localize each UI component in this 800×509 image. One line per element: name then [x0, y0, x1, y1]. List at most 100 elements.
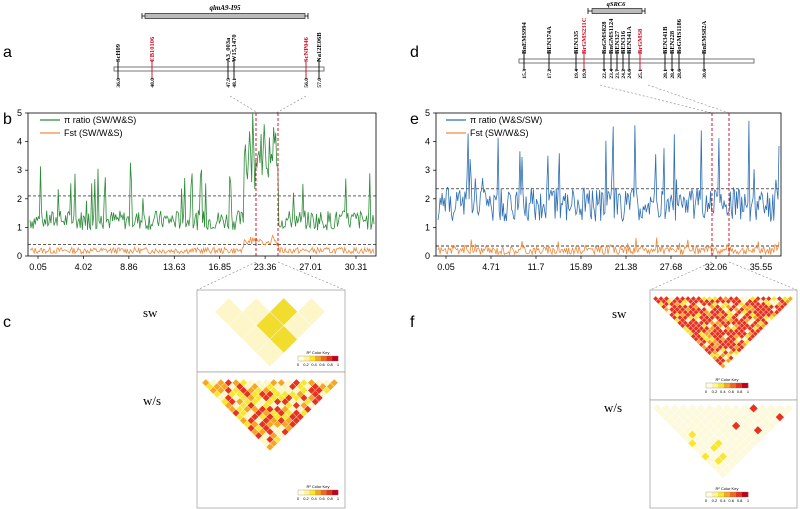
ld-label-right-bottom: w/s [604, 400, 622, 415]
chart-right-x-tick-label: 15.89 [570, 262, 593, 272]
color-key-right-bottom-tick: 0.2 [712, 498, 718, 503]
chart-right-x-tick-label: 27.68 [660, 262, 683, 272]
map-right-marker-name: BnEMS994 [521, 21, 528, 54]
ld-left-top-cell [297, 297, 326, 326]
map-right-marker-position: 24.6 [627, 69, 633, 79]
color-key-left-bottom-tick: 0.2 [303, 496, 309, 501]
color-key-right-top-tick: 0 [705, 389, 708, 394]
plot-frame-right [435, 112, 782, 257]
color-key-left-top-tick: 0.2 [303, 362, 309, 367]
color-key-left-top-tick: 0.6 [319, 362, 325, 367]
ld-left-bottom-cell [330, 378, 339, 387]
panel-letter-b: b [3, 111, 12, 128]
map-left-marker-name: Na12E06B [316, 32, 323, 62]
map-left-marker-name: W15,1470 [231, 34, 238, 62]
color-key-right-bottom-tick: 0.4 [720, 498, 726, 503]
map-left-marker-position: 56.0 [304, 78, 310, 88]
panel-letter-e: e [410, 111, 419, 128]
legend-pi-right: π ratio (W&S/SW) [470, 115, 542, 125]
legend-pi-left: π ratio (SW/W&S) [64, 115, 136, 125]
chart-right-y-tick-label: 5 [425, 108, 430, 118]
color-key-left-top-tick: 1 [337, 362, 340, 367]
chart-right-x-tick-label: 11.7 [528, 262, 545, 272]
color-key-right-top-tick: 0.2 [712, 389, 718, 394]
color-key-left-bottom-tick: 1 [337, 496, 340, 501]
color-key-left-bottom-tick: 0.6 [319, 496, 325, 501]
map-right-marker-name: BnGMS828 [601, 21, 608, 54]
map-right-marker-name: BrGMS8 [637, 28, 644, 54]
series-fst-right [437, 237, 780, 256]
color-key-left-top-title: R² Color Key [307, 350, 330, 355]
color-key-left-bottom-tick: 0.4 [311, 496, 317, 501]
chart-right-x-tick-label: 35.55 [750, 262, 773, 272]
chromosome-bar-right [518, 58, 755, 64]
map-left-marker-position: 40.0 [150, 78, 156, 88]
map-left-marker-name: A3_003a [225, 37, 232, 62]
map-right-marker-position: 19.9 [582, 69, 588, 79]
color-key-right-top-tick: 0.6 [728, 389, 734, 394]
chart-left-y-tick-label: 5 [17, 108, 22, 118]
map-right-marker-position: 24.2 [621, 69, 627, 79]
chart-left-x-tick-label: 27.01 [299, 262, 322, 272]
map-left-marker-name: ScNP046 [303, 36, 310, 62]
chart-left-x-tick-label: 8.86 [120, 262, 138, 272]
color-key-left-top-tick: 0.4 [311, 362, 317, 367]
map-right-marker-position: 23.7 [615, 69, 621, 79]
series-pi-right [437, 120, 780, 223]
map-right-marker-position: 15.3 [522, 69, 528, 79]
map-right-marker-position: 28.4 [670, 69, 676, 79]
color-key-left-top-tick: 0 [297, 362, 300, 367]
chart-left-y-tick-label: 0 [17, 251, 22, 261]
map-right-marker-position: 30.6 [702, 69, 708, 79]
chromosome-bar-left [113, 66, 325, 72]
ld-label-right-top: sw [612, 306, 627, 321]
map-right-marker-name: BnEMS82A [701, 20, 708, 54]
plot-frame-left [27, 112, 377, 257]
map-right-marker-name: BEN341A [626, 26, 633, 54]
chart-right-y-tick-label: 3 [425, 165, 430, 175]
chart-left-y-tick-label: 3 [17, 165, 22, 175]
legend-fst-right: Fst (SW/W&S) [470, 128, 529, 138]
chart-left-x-tick-label: 16.85 [208, 262, 231, 272]
chart-right-x-tick-label: 32.06 [705, 262, 728, 272]
map-right-marker-position: 28.1 [663, 69, 669, 79]
chart-right-y-tick-label: 0 [425, 251, 430, 261]
map-right-marker-name: BEN335 [573, 30, 580, 54]
chart-left-y-tick-label: 1 [17, 222, 22, 232]
series-pi-left [29, 112, 375, 231]
chart-right-x-tick-label: 0.05 [437, 262, 455, 272]
map-left-marker-name: ScH09 [115, 43, 122, 62]
genetic-map-right: qSRC6 BnEMS994 15.3 BEN374A 17.2 BEN335 19.4 B… [518, 1, 755, 79]
color-key-right-bottom-tick: 0.8 [737, 498, 743, 503]
chart-left-x-tick-label: 23.36 [254, 262, 277, 272]
color-key-left-bottom-tick: 0 [297, 496, 300, 501]
ld-right-top-cell [787, 295, 794, 302]
chart-left-x-tick-label: 4.02 [75, 262, 93, 272]
map-right-marker-name: BoGMS1186 [676, 18, 683, 54]
chart-right-x-tick-label: 4.71 [482, 262, 500, 272]
color-key-right-top-title: R² Color Key [716, 377, 739, 382]
qtl-bar-left [144, 13, 306, 19]
map-left-marker-position: 48.1 [232, 78, 238, 88]
qtl-label-right: qSRC6 [607, 1, 627, 8]
map-right-marker-name: BEN316 [620, 30, 627, 54]
chart-left-y-tick-label: 2 [17, 194, 22, 204]
map-left-marker-name: CB10106 [149, 36, 156, 62]
panel-letter-f: f [410, 314, 415, 331]
map-right-marker-name: BEN374A [546, 26, 553, 54]
qtl-label-left: qlmA9-I95 [209, 4, 241, 12]
panel-letter-a: a [3, 44, 12, 61]
color-key-right-bottom-tick: 0 [705, 498, 708, 503]
chart-right-x-tick-label: 21.38 [615, 262, 638, 272]
map-right-marker-name: BEN327 [614, 30, 621, 54]
map-right-marker-position: 22.4 [602, 69, 608, 79]
map-right-marker-name: BEN228 [669, 30, 676, 54]
map-right-marker-position: 28.6 [677, 69, 683, 79]
qtl-bar-right [591, 8, 643, 14]
map-left-marker-position: 36.0 [116, 78, 122, 88]
chart-left-x-tick-label: 0.05 [29, 262, 47, 272]
legend-fst-left: Fst (SW/W&S) [64, 128, 123, 138]
color-key-right-top-tick: 0.4 [720, 389, 726, 394]
